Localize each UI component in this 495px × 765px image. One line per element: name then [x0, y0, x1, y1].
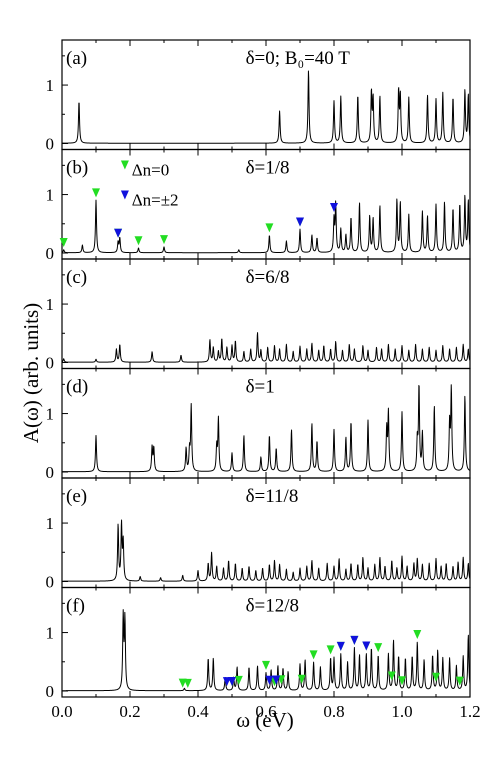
- y-tick-label: 1: [46, 624, 55, 643]
- x-tick-label: 0.0: [51, 702, 72, 721]
- dn2-marker: [330, 202, 338, 212]
- dn2-marker: [362, 641, 371, 651]
- dn0-marker: [59, 238, 68, 248]
- dn0-marker: [178, 678, 187, 688]
- y-tick-label: 1: [46, 295, 55, 314]
- dn0-marker: [326, 645, 335, 655]
- panel-title: δ=11/8: [246, 486, 299, 507]
- x-tick-label: 1.0: [391, 702, 412, 721]
- peak-point: [357, 95, 358, 96]
- dn2-marker: [222, 677, 231, 687]
- dn0-marker: [387, 671, 396, 681]
- dn0-marker: [234, 675, 243, 685]
- x-tick-label: 0.2: [119, 702, 140, 721]
- panel-title: δ=12/8: [246, 596, 299, 617]
- x-tick-label: 1.2: [459, 702, 480, 721]
- panel-a: 0 1 (a) δ=0; B₀=40 T: [46, 39, 471, 154]
- panel-title: δ=1/8: [246, 158, 290, 179]
- dn0-marker: [160, 235, 168, 245]
- dn0-marker: [183, 678, 192, 688]
- spectrum-line: [61, 70, 471, 144]
- panel-title: δ=6/8: [246, 267, 290, 288]
- panel-title: δ=1: [246, 377, 275, 398]
- dn0-marker: [92, 188, 100, 198]
- peak-point: [269, 435, 270, 436]
- dn2-marker: [272, 675, 281, 685]
- spectrum-line: [61, 519, 471, 582]
- panel-label: (e): [66, 486, 87, 507]
- y-tick-label: 0: [46, 244, 55, 263]
- peak-point: [78, 101, 79, 102]
- spectrum-line: [61, 384, 471, 473]
- legend-green-triangle-icon: [120, 160, 129, 170]
- x-axis-label: ω (eV): [236, 708, 294, 732]
- spectrum-line: [61, 332, 471, 363]
- dn2-marker: [265, 675, 274, 685]
- y-tick-label: 0: [46, 135, 55, 154]
- dn0-marker: [374, 643, 383, 653]
- dn0-marker: [432, 672, 440, 682]
- panel-b: 0 1 (b) δ=1/8 Δn=0 Δn=±2: [46, 148, 471, 263]
- panels-layer: 0 1 (a) δ=0; B₀=40 T 0 1 (b) δ=1/8 Δn=0 Δn=±2 0 1 (c…: [46, 39, 481, 721]
- y-tick-label: 0: [46, 463, 55, 482]
- y-tick-label: 1: [46, 405, 55, 424]
- panel-label: (f): [66, 596, 85, 617]
- spectrum-line: [61, 609, 471, 692]
- x-tick-label: 0.6: [255, 702, 276, 721]
- panel-c: 0 1 (c) δ=6/8: [46, 258, 471, 373]
- legend-label: Δn=±2: [132, 191, 179, 210]
- peak-point: [452, 97, 453, 98]
- panel-d: 0 1 (d) δ=1: [46, 367, 471, 482]
- dn2-marker: [296, 217, 304, 227]
- dn0-marker: [309, 650, 318, 660]
- y-tick-label: 1: [46, 514, 55, 533]
- legend-blue-triangle-icon: [120, 190, 129, 200]
- panel-e: 0 1 (e) δ=11/8: [46, 477, 471, 592]
- panel-label: (b): [66, 158, 88, 179]
- dn0-marker: [297, 674, 306, 684]
- panel-title: δ=0; B₀=40 T: [246, 48, 351, 69]
- y-tick-label: 0: [46, 682, 55, 701]
- y-tick-label: 1: [46, 186, 55, 205]
- dn0-marker: [265, 223, 274, 233]
- panel-f: 0 1 (f) δ=12/8: [46, 586, 471, 701]
- dn2-marker: [336, 641, 345, 651]
- dn2-marker: [228, 676, 236, 686]
- x-tick-label: 0.8: [323, 702, 344, 721]
- dn0-marker: [413, 629, 422, 639]
- dn2-marker: [114, 228, 123, 238]
- legend: Δn=0 Δn=±2: [120, 160, 179, 210]
- dn0-marker: [455, 676, 464, 686]
- x-tick-label: 0.4: [187, 702, 209, 721]
- dn0-marker: [134, 236, 143, 246]
- panel-label: (c): [66, 267, 87, 288]
- y-tick-label: 0: [46, 573, 55, 592]
- dn0-marker: [262, 660, 270, 670]
- spectrum-line: [61, 194, 471, 254]
- y-tick-label: 1: [46, 76, 55, 95]
- y-axis-label: A(ω) (arb. units): [19, 303, 43, 443]
- dn0-marker: [277, 675, 286, 685]
- y-tick-label: 0: [46, 354, 55, 373]
- peak-point: [350, 422, 351, 423]
- dn0-marker: [398, 676, 406, 686]
- legend-label: Δn=0: [132, 161, 170, 180]
- panel-label: (d): [66, 377, 88, 398]
- dn2-marker: [350, 635, 359, 645]
- panel-label: (a): [66, 48, 87, 69]
